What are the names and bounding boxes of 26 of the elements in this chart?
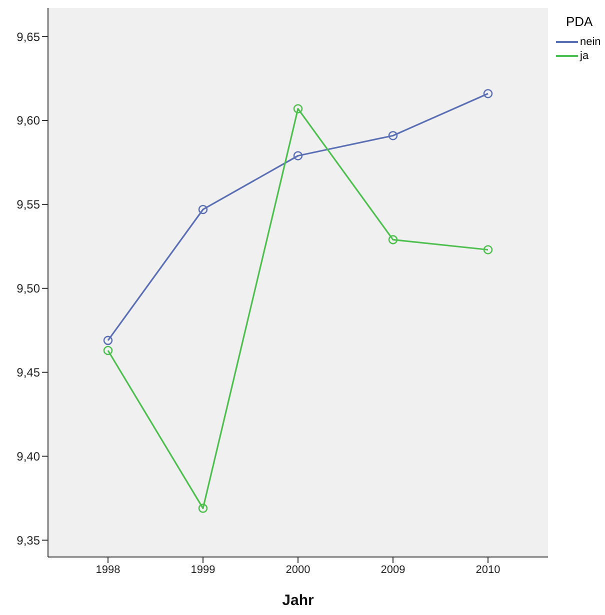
point	[483, 245, 493, 254]
y-tick-label: 9,60	[16, 114, 40, 128]
x-tick-label: 1999	[190, 564, 216, 576]
y-tick-label: 9,40	[16, 450, 40, 464]
y-tick-label: 9,45	[16, 366, 40, 380]
y-tick-label: 9,35	[16, 533, 40, 548]
x-tick-label: 2000	[286, 564, 310, 576]
x-tick-label: 1998	[96, 564, 120, 576]
point	[293, 104, 303, 114]
point	[103, 346, 113, 356]
point	[483, 88, 493, 98]
y-tick-label: 9,50	[16, 282, 40, 296]
point	[198, 204, 208, 214]
legend-label: ja	[580, 50, 589, 62]
x-axis-title: Jahr	[282, 592, 314, 609]
legend-title: PDA	[566, 14, 594, 29]
point	[388, 235, 398, 244]
legend-label: nein	[580, 36, 601, 48]
y-tick-label: 9,55	[16, 198, 40, 212]
point	[388, 130, 398, 140]
point	[293, 151, 303, 160]
x-tick-label: 2009	[380, 564, 406, 576]
x-tick-label: 2010	[476, 564, 500, 576]
y-tick-label: 9,65	[16, 30, 40, 44]
point	[198, 504, 208, 513]
point	[103, 336, 113, 346]
